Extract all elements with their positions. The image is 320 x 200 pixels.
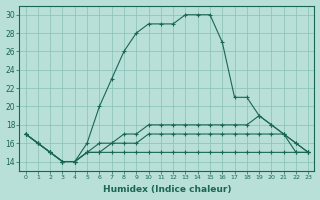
X-axis label: Humidex (Indice chaleur): Humidex (Indice chaleur) <box>103 185 231 194</box>
